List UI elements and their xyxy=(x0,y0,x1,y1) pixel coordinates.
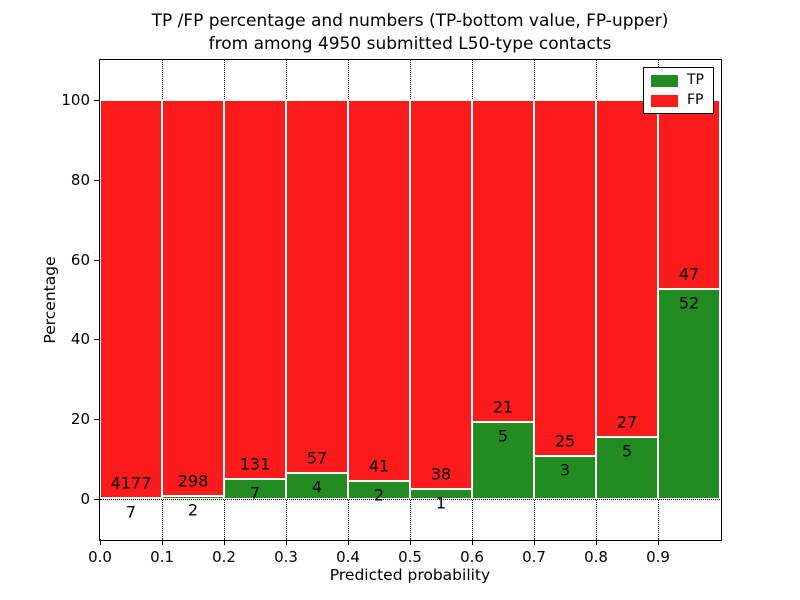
bar-segment-tp xyxy=(534,456,596,500)
x-tick-mark xyxy=(472,539,473,545)
fp-count-label: 4177 xyxy=(110,473,152,493)
plot-area: TP FP 0 20 40 60 80 100 0.0 0.1 0.2 0.3 0.4 0.5 0.6 0… xyxy=(61,58,722,566)
x-tick-label: 0.4 xyxy=(336,548,360,566)
bar-segment-fp xyxy=(596,99,658,437)
tp-count-label: 5 xyxy=(621,441,633,461)
y-tick-label: 100 xyxy=(61,90,90,109)
bar-segment-fp xyxy=(286,99,348,473)
tp-swatch-icon xyxy=(651,74,678,87)
fp-count-label: 47 xyxy=(678,264,700,284)
y-tick-label: 60 xyxy=(70,250,90,269)
y-tick-mark xyxy=(94,339,100,341)
tp-count-label: 4 xyxy=(311,477,323,497)
bar-segment-tp xyxy=(472,422,534,500)
tp-count-label: 2 xyxy=(187,500,199,520)
fp-count-label: 27 xyxy=(616,412,638,432)
x-tick-label: 0.6 xyxy=(460,548,484,566)
tp-count-label: 52 xyxy=(678,293,700,313)
y-tick-label: 80 xyxy=(70,170,90,189)
bar-segment-tp xyxy=(348,480,410,500)
x-tick-mark xyxy=(410,539,411,545)
x-tick-mark xyxy=(534,539,535,545)
x-tick-mark xyxy=(596,539,597,545)
chart-title-line1: TP /FP percentage and numbers (TP-bottom… xyxy=(151,11,669,31)
bar-segment-tp xyxy=(162,496,224,500)
x-tick-label: 0.5 xyxy=(398,548,422,566)
bar-segment-fp xyxy=(534,99,596,457)
legend-item-tp: TP xyxy=(651,73,704,88)
fp-count-label: 298 xyxy=(177,471,209,491)
fp-count-label: 41 xyxy=(368,456,390,476)
y-tick-mark xyxy=(94,99,100,101)
bar-segment-tp xyxy=(286,472,348,500)
chart-title-line2: from among 4950 submitted L50-type conta… xyxy=(208,34,612,54)
y-tick-mark xyxy=(94,419,100,421)
fp-count-label: 21 xyxy=(492,397,514,417)
x-tick-mark xyxy=(224,539,225,545)
x-tick-mark xyxy=(658,539,659,545)
legend-label-tp: TP xyxy=(687,72,704,88)
y-tick-mark xyxy=(94,499,100,501)
tp-count-label: 5 xyxy=(497,426,509,446)
tp-count-label: 7 xyxy=(125,502,137,522)
bar-segment-fp xyxy=(224,99,286,479)
bar-segment-fp xyxy=(162,99,224,497)
x-tick-label: 0.2 xyxy=(212,548,236,566)
y-tick-label: 40 xyxy=(70,330,90,349)
x-tick-label: 0.8 xyxy=(584,548,608,566)
y-tick-mark xyxy=(94,179,100,181)
bar-segment-tp xyxy=(596,436,658,500)
bar-segment-fp xyxy=(658,99,720,290)
bar-segment-tp xyxy=(224,478,286,500)
chart-title: TP /FP percentage and numbers (TP-bottom… xyxy=(100,10,720,56)
fp-swatch-icon xyxy=(651,94,678,107)
bar-segment-tp xyxy=(658,289,720,500)
bar-segment-fp xyxy=(100,99,162,499)
x-tick-label: 0.9 xyxy=(646,548,670,566)
x-tick-label: 0.1 xyxy=(150,548,174,566)
y-tick-mark xyxy=(94,259,100,261)
x-tick-label: 0.3 xyxy=(274,548,298,566)
x-tick-mark xyxy=(286,539,287,545)
x-tick-mark xyxy=(162,539,163,545)
legend-item-fp: FP xyxy=(651,93,704,108)
y-tick-label: 0 xyxy=(80,490,90,509)
legend-label-fp: FP xyxy=(687,92,704,108)
y-tick-label: 20 xyxy=(70,410,90,429)
x-tick-mark xyxy=(348,539,349,545)
tp-count-label: 3 xyxy=(559,460,571,480)
tp-count-label: 7 xyxy=(249,483,261,503)
fp-count-label: 25 xyxy=(554,431,576,451)
fp-count-label: 131 xyxy=(239,454,271,474)
x-tick-label: 0.7 xyxy=(522,548,546,566)
bar-segment-fp xyxy=(410,99,472,489)
bar-segment-fp xyxy=(348,99,410,481)
x-tick-mark xyxy=(100,539,101,545)
fp-count-label: 38 xyxy=(430,464,452,484)
tp-count-label: 1 xyxy=(435,493,447,513)
bar-segment-fp xyxy=(472,99,534,423)
y-axis-label: Percentage xyxy=(41,256,59,344)
tp-count-label: 2 xyxy=(373,485,385,505)
legend: TP FP xyxy=(643,67,714,114)
x-axis-label: Predicted probability xyxy=(329,566,491,584)
y-gridline xyxy=(100,499,720,501)
x-tick-label: 0.0 xyxy=(88,548,112,566)
bar-segment-tp xyxy=(410,488,472,500)
fp-count-label: 57 xyxy=(306,448,328,468)
